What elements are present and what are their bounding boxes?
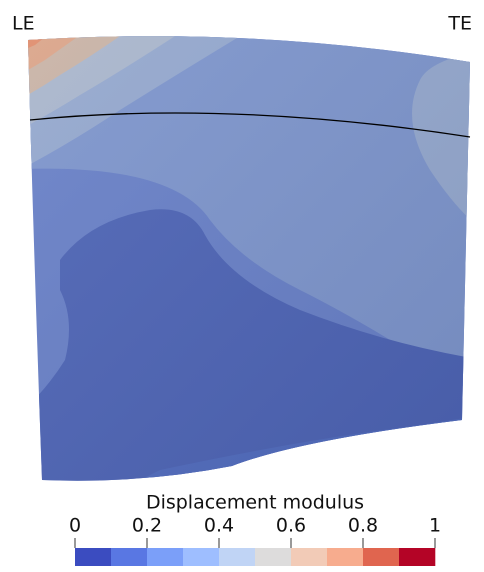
colorbar-bin (147, 548, 183, 566)
colorbar-tick-label: 0 (69, 515, 81, 537)
page: LE TE Displacement modulus 0 0.2 0.4 0.6 0.8… (0, 0, 484, 568)
colorbar-tick-label: 0.2 (132, 515, 162, 537)
le-label: LE (12, 13, 35, 35)
colorbar-title: Displacement modulus (146, 492, 364, 514)
blade-surface (0, 0, 484, 500)
colorbar-bin (219, 548, 255, 566)
te-label: TE (447, 13, 472, 35)
colorbar-tick-label: 1 (429, 515, 441, 537)
colorbar-bin (75, 548, 111, 566)
colorbar-bin (327, 548, 363, 566)
colorbar-bin (183, 548, 219, 566)
colorbar-tick-label: 0.4 (204, 515, 234, 537)
colorbar-tick-label: 0.6 (276, 515, 306, 537)
colorbar-bin (291, 548, 327, 566)
colorbar-bin (255, 548, 291, 566)
colorbar-bin (399, 548, 435, 566)
colorbar: 0 0.2 0.4 0.6 0.8 1 (69, 515, 441, 567)
colorbar-bin (111, 548, 147, 566)
colorbar-bin (363, 548, 399, 566)
colorbar-tick-label: 0.8 (348, 515, 378, 537)
